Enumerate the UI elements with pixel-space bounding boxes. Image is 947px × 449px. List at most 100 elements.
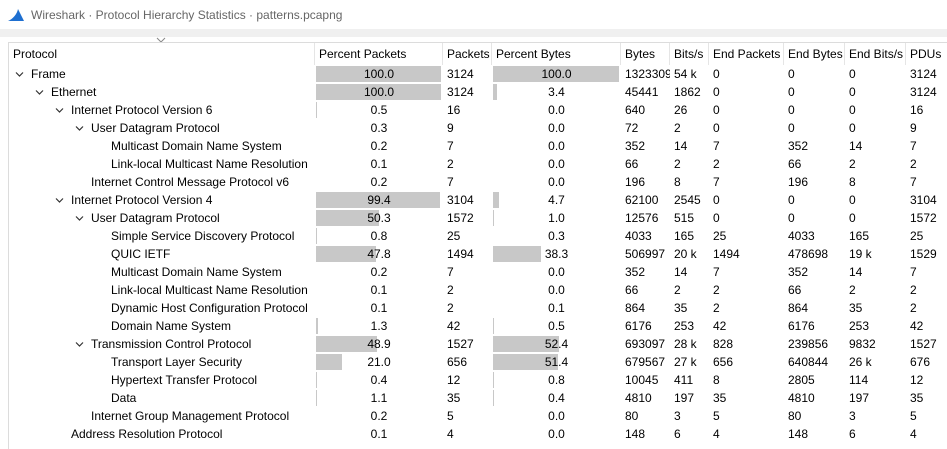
percent-bar [316,354,342,370]
tree-row[interactable]: Hypertext Transfer Protocol 0.4 12 0.8 10045… [9,371,947,389]
pct-bytes-cell: 0.0 [492,173,621,191]
protocol-name: Internet Protocol Version 6 [71,103,213,117]
column-header-pdus[interactable]: PDUs [906,43,947,65]
expand-chevron-icon[interactable] [75,214,84,223]
pct-packets-cell: 100.0 [315,65,443,83]
end-packets-cell: 25 [713,229,727,243]
pct-bytes-cell: 0.0 [492,263,621,281]
packets-cell: 5 [447,409,454,423]
tree-row[interactable]: Internet Protocol Version 4 99.4 3104 4.7 62… [9,191,947,209]
bytes-cell: 506997 [625,247,666,261]
expand-chevron-icon[interactable] [55,196,64,205]
end-bytes-cell: 80 [788,409,802,423]
tree-row[interactable]: User Datagram Protocol 50.3 1572 1.0 12576 51… [9,209,947,227]
pdus-cell: 2 [910,157,917,171]
expand-chevron-icon[interactable] [35,88,44,97]
column-header-end-bits-s[interactable]: End Bits/s [845,43,906,65]
packets-cell: 3124 [447,67,474,81]
tree-row[interactable]: Domain Name System 1.3 42 0.5 6176 253 42 6176 2… [9,317,947,335]
pct-packets-value: 0.2 [370,139,388,153]
column-header-protocol[interactable]: Protocol [9,43,315,65]
column-header-end-packets[interactable]: End Packets [709,43,784,65]
pct-packets-cell: 1.3 [315,317,443,335]
tree-row[interactable]: Multicast Domain Name System 0.2 7 0.0 352 14… [9,137,947,155]
pdus-cell: 42 [910,319,924,333]
pdus-cell: 1527 [910,337,937,351]
end-bits-s-cell: 3 [849,409,856,423]
protocol-cell: Internet Protocol Version 4 [9,191,315,209]
pct-packets-value: 100.0 [363,85,395,99]
end-packets-cell: 0 [713,67,720,81]
end-packets-cell: 7 [713,265,720,279]
pct-packets-cell: 0.3 [315,119,443,137]
pct-packets-value: 0.1 [370,301,388,315]
tree-row[interactable]: QUIC IETF 47.8 1494 38.3 506997 20 k 1494 47869… [9,245,947,263]
end-bytes-cell: 478698 [788,247,829,261]
protocol-cell: Dynamic Host Configuration Protocol [9,299,315,317]
end-bits-s-cell: 197 [849,391,870,405]
expand-chevron-icon[interactable] [75,124,84,133]
column-header-end-bytes[interactable]: End Bytes [784,43,845,65]
bits-s-cell: 14 [674,139,688,153]
end-bits-s-cell: 35 [849,301,863,315]
tree-row[interactable]: Internet Protocol Version 6 0.5 16 0.0 640 26… [9,101,947,119]
tree-row[interactable]: Transmission Control Protocol 48.9 1527 52.… [9,335,947,353]
end-packets-cell: 1494 [713,247,740,261]
tree-row[interactable]: Internet Control Message Protocol v6 0.2 7… [9,173,947,191]
pdus-cell: 35 [910,391,924,405]
pct-packets-value: 0.1 [370,427,388,441]
bytes-cell: 196 [625,175,646,189]
tree-row[interactable]: Internet Group Management Protocol 0.2 5 0.… [9,407,947,425]
column-header-bytes[interactable]: Bytes [621,43,670,65]
bits-s-cell: 1862 [674,85,701,99]
column-header-pct-packets[interactable]: Percent Packets [315,43,443,65]
end-packets-cell: 8 [713,373,720,387]
tree-row[interactable]: User Datagram Protocol 0.3 9 0.0 72 2 0 0 0 9 [9,119,947,137]
bytes-cell: 45441 [625,85,659,99]
tree-row[interactable]: Link-local Multicast Name Resolution 0.1 2… [9,281,947,299]
column-header-pct-bytes[interactable]: Percent Bytes [492,43,621,65]
expand-chevron-icon[interactable] [55,106,64,115]
tree-row[interactable]: Ethernet 100.0 3124 3.4 45441 1862 0 0 0 3124 [9,83,947,101]
protocol-cell: Transmission Control Protocol [9,335,315,353]
tree-row[interactable]: Address Resolution Protocol 0.1 4 0.0 148 6 4 1… [9,425,947,443]
end-bytes-cell: 0 [788,193,795,207]
tree-row[interactable]: Transport Layer Security 21.0 656 51.4 67956… [9,353,947,371]
tree-row[interactable]: Link-local Multicast Name Resolution 0.1 2… [9,155,947,173]
tree-row[interactable]: Frame 100.0 3124 100.0 1323309 54 k 0 0 0 3124 [9,65,947,83]
bits-s-cell: 35 [674,301,688,315]
tree-row[interactable]: Multicast Domain Name System 0.2 7 0.0 352 14… [9,263,947,281]
bytes-cell: 148 [625,427,646,441]
pct-packets-cell: 1.1 [315,389,443,407]
expand-chevron-icon[interactable] [15,70,24,79]
bits-s-cell: 197 [674,391,695,405]
end-bits-s-cell: 19 k [849,247,872,261]
column-header-packets[interactable]: Packets [443,43,492,65]
pct-bytes-cell: 0.5 [492,317,621,335]
protocol-cell: Frame [9,65,315,83]
end-bits-s-cell: 26 k [849,355,872,369]
pct-packets-value: 0.2 [370,265,388,279]
bytes-cell: 679567 [625,355,666,369]
column-header-bits-s[interactable]: Bits/s [670,43,709,65]
pct-bytes-cell: 3.4 [492,83,621,101]
tree-row[interactable]: Simple Service Discovery Protocol 0.8 25 0.… [9,227,947,245]
packets-cell: 7 [447,139,454,153]
end-bytes-cell: 864 [788,301,809,315]
pct-bytes-value: 0.0 [548,139,565,153]
bytes-cell: 6176 [625,319,652,333]
pct-bytes-cell: 0.1 [492,299,621,317]
pct-bytes-value: 52.4 [544,337,569,351]
bytes-cell: 693097 [625,337,666,351]
pct-packets-value: 100.0 [363,67,395,81]
protocol-cell: QUIC IETF [9,245,315,263]
tree-row[interactable]: Dynamic Host Configuration Protocol 0.1 2 0… [9,299,947,317]
protocol-hierarchy-tree[interactable]: Protocol Percent Packets Packets Percent By… [8,42,947,449]
bits-s-cell: 515 [674,211,695,225]
end-bytes-cell: 148 [788,427,809,441]
expand-chevron-icon[interactable] [75,340,84,349]
bits-s-cell: 3 [674,409,681,423]
end-bits-s-cell: 14 [849,265,863,279]
protocol-name: Transport Layer Security [111,355,242,369]
tree-row[interactable]: Data 1.1 35 0.4 4810 197 35 4810 197 35 [9,389,947,407]
